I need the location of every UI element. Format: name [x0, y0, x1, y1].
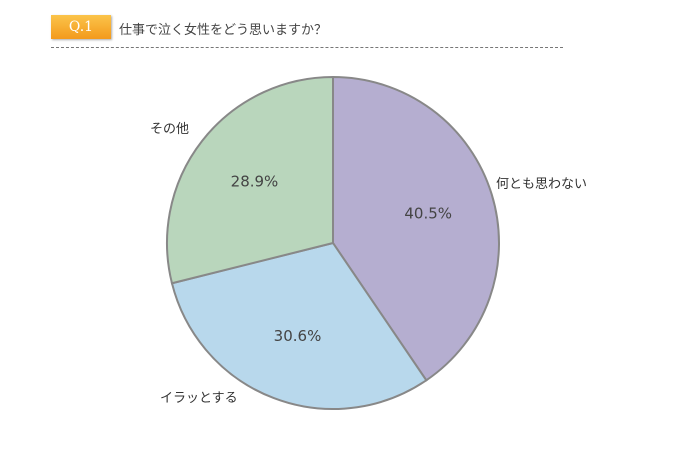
category-label: 何とも思わない [496, 176, 587, 192]
data-label: 30.6% [274, 327, 322, 345]
dashed-divider [51, 47, 563, 48]
pie-slice [166, 75, 334, 285]
question-title: 仕事で泣く女性をどう思いますか？ [119, 23, 328, 38]
data-label: 40.5% [404, 205, 452, 223]
pie-slice [332, 75, 500, 382]
category-label: イラッとする [160, 391, 238, 406]
pie-slice [170, 241, 428, 410]
data-label: 28.9% [231, 173, 279, 191]
question-badge: Q.1 [51, 15, 111, 39]
category-label: その他 [150, 122, 189, 137]
